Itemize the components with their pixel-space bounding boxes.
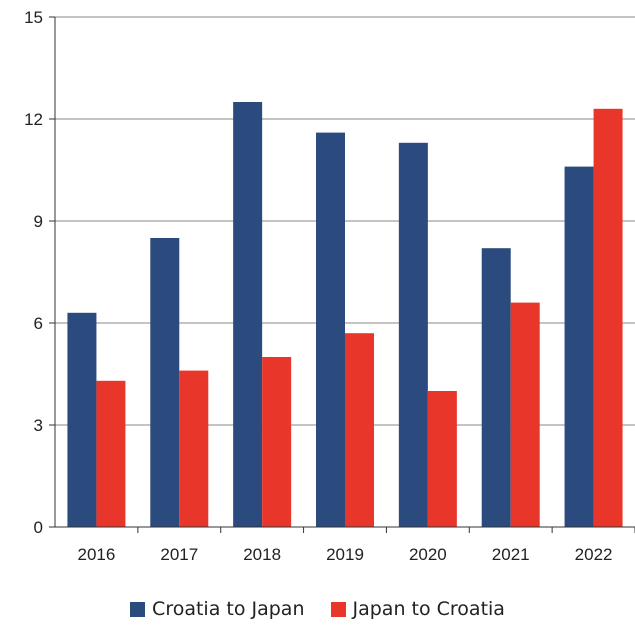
axes <box>54 17 635 528</box>
y-tick-label: 12 <box>24 110 43 129</box>
x-tick-label: 2017 <box>160 545 198 564</box>
x-tick-label: 2021 <box>492 545 530 564</box>
bar-chart: 0 3 6 9 12 15 2016 2017 2018 2019 2020 2021 2022 <box>24 8 635 564</box>
legend-item-series-2: Japan to Croatia <box>330 598 505 620</box>
y-tick-label: 3 <box>34 416 43 435</box>
bar-japan-to-croatia-2019 <box>345 333 374 527</box>
legend-label: Croatia to Japan <box>152 598 305 620</box>
bar-japan-to-croatia-2021 <box>510 302 540 527</box>
legend-swatch <box>330 601 346 617</box>
bar-croatia-to-japan-2017 <box>150 238 180 527</box>
bar-japan-to-croatia-2022 <box>593 108 623 528</box>
y-tick-labels: 0 3 6 9 12 15 <box>24 8 43 537</box>
bar-croatia-to-japan-2020 <box>398 142 428 528</box>
bars <box>67 102 623 528</box>
bar-croatia-to-japan-2019 <box>316 132 345 527</box>
x-tick-label: 2019 <box>326 545 364 564</box>
bar-croatia-to-japan-2016 <box>67 312 97 527</box>
legend-swatch <box>130 601 146 617</box>
bar-japan-to-croatia-2017 <box>179 370 209 527</box>
legend-item-series-1: Croatia to Japan <box>130 598 305 620</box>
bar-japan-to-croatia-2016 <box>96 380 126 527</box>
bar-croatia-to-japan-2022 <box>564 166 594 527</box>
x-tick-label: 2018 <box>243 545 281 564</box>
y-tick-label: 6 <box>34 314 43 333</box>
y-tick-label: 15 <box>24 8 43 27</box>
bar-japan-to-croatia-2020 <box>427 391 457 527</box>
x-tick-label: 2022 <box>575 545 613 564</box>
x-tick-labels: 2016 2017 2018 2019 2020 2021 2022 <box>78 545 613 564</box>
legend: Croatia to Japan Japan to Croatia <box>0 598 635 620</box>
bar-croatia-to-japan-2018 <box>233 102 263 527</box>
legend-label: Japan to Croatia <box>352 598 505 620</box>
bar-croatia-to-japan-2021 <box>481 248 511 527</box>
bar-japan-to-croatia-2018 <box>262 357 292 527</box>
y-tick-label: 9 <box>34 212 43 231</box>
x-tick-label: 2020 <box>409 545 447 564</box>
y-tick-label: 0 <box>34 518 43 537</box>
x-tick-label: 2016 <box>78 545 116 564</box>
